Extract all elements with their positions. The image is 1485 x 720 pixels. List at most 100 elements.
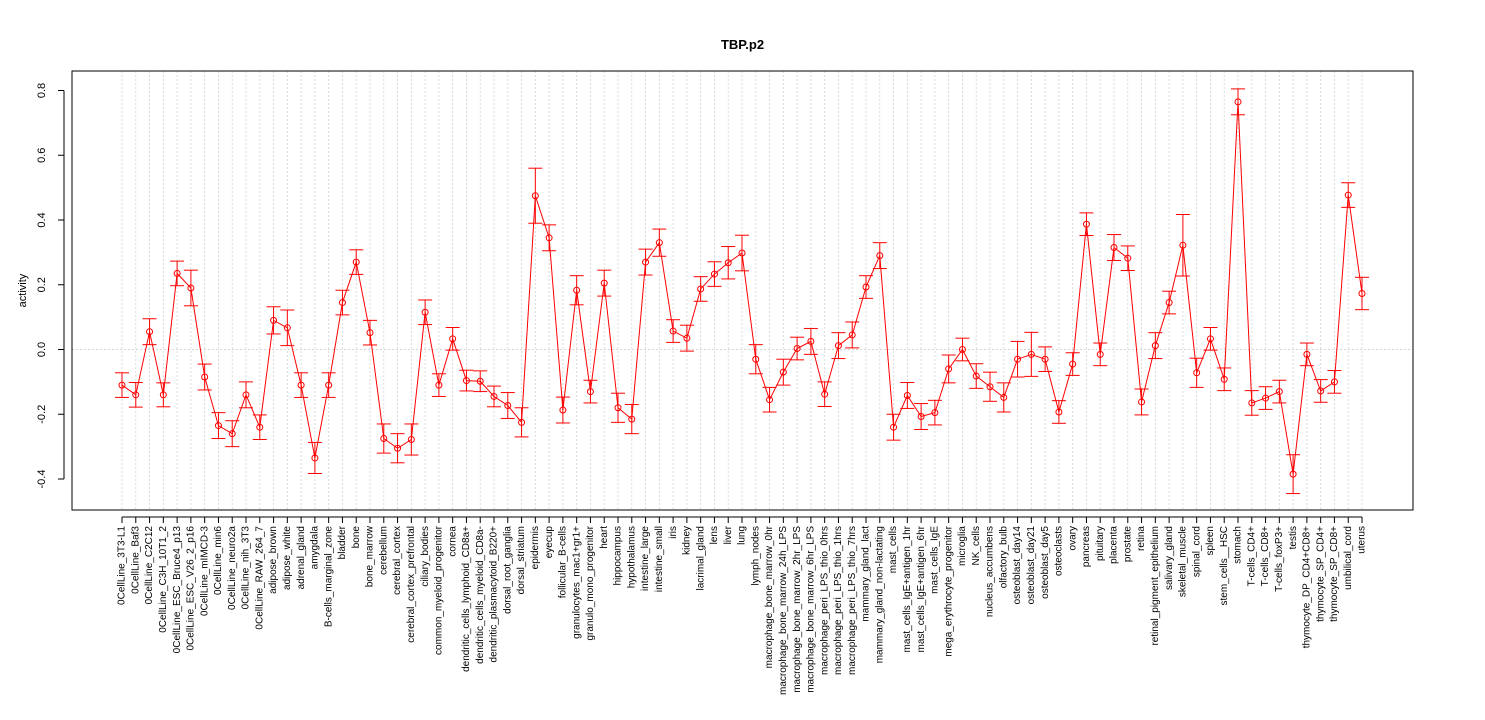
x-tick-label: 0CellLine_C2C12: [144, 526, 155, 605]
x-tick-label: 0CellLine_mIMCD-3: [199, 526, 210, 616]
x-tick-label: cornea: [447, 526, 458, 557]
data-point: [407, 436, 415, 444]
data-point: [214, 422, 222, 430]
data-point: [490, 392, 498, 400]
data-point: [118, 381, 126, 389]
data-point: [325, 381, 333, 389]
x-tick-label: dendritic_cells_myeloid_CD8a-: [475, 526, 486, 664]
x-tick-label: mast_cells_IgE: [930, 526, 941, 594]
data-point: [655, 239, 663, 247]
data-point: [435, 381, 443, 389]
data-point: [270, 316, 278, 324]
plot-frame: [71, 70, 1414, 511]
data-point: [352, 258, 360, 266]
data-point: [917, 413, 925, 421]
x-tick-label: mast_cells_IgE+antigen_6hr: [916, 525, 927, 652]
data-point: [710, 270, 718, 278]
data-point: [738, 249, 746, 257]
x-tick-label: macrophage_bone_marrow_0hr: [764, 525, 775, 668]
data-point: [862, 283, 870, 291]
x-tick-label: uterus: [1357, 526, 1368, 554]
x-tick-label: bone_marrow: [365, 525, 376, 587]
x-tick-label: adrenal_gland: [296, 526, 307, 589]
data-point: [986, 383, 994, 391]
data-point: [201, 373, 209, 381]
data-point: [1262, 394, 1270, 402]
x-tick-label: dorsal_root_ganglia: [502, 526, 513, 614]
chart-title: TBP.p2: [721, 37, 764, 52]
series-line: [121, 101, 1363, 475]
x-tick-label: prostate: [1122, 526, 1133, 563]
x-tick-label: microglia: [957, 526, 968, 566]
x-tick-label: skeletal_muscle: [1178, 526, 1189, 598]
data-point: [283, 324, 291, 332]
data-point: [1317, 387, 1325, 395]
data-point: [311, 454, 319, 462]
x-tick-label: cerebral_cortex: [392, 526, 403, 595]
data-point: [173, 269, 181, 277]
y-tick-label: 0.6: [36, 148, 48, 163]
x-tick-label: intestine_small: [654, 526, 665, 592]
data-point: [242, 391, 250, 399]
data-point: [958, 346, 966, 353]
x-tick-label: mammary_gland_non-lactating: [874, 526, 885, 663]
x-tick-label: nucleus_accumbens: [985, 526, 996, 617]
x-tick-label: osteoclasts: [1054, 526, 1065, 576]
x-tick-label: adipose_brown: [268, 526, 279, 594]
data-point: [876, 252, 884, 260]
data-point: [146, 328, 154, 336]
data-point: [1124, 254, 1132, 262]
data-point: [821, 390, 829, 398]
x-tick-label: iris: [668, 526, 679, 539]
data-point: [421, 308, 429, 316]
data-point: [1344, 191, 1352, 199]
data-point: [1220, 375, 1228, 383]
data-point: [1193, 369, 1201, 377]
x-tick-label: 0CellLine_C3H_10T1_2: [158, 526, 169, 633]
data-point: [807, 337, 815, 345]
data-point: [1069, 360, 1077, 368]
y-tick-label: 0.2: [36, 277, 48, 292]
x-tick-label: retina: [1136, 526, 1147, 551]
error-bar: [1355, 276, 1369, 311]
x-tick-label: retinal_pigment_epithelium: [1150, 526, 1161, 646]
data-point: [1330, 378, 1338, 386]
x-tick-label: T-cells_CD4+: [1246, 526, 1257, 586]
data-point: [380, 435, 388, 443]
x-tick-label: mast_cells: [888, 526, 899, 573]
x-tick-label: ovary: [1067, 526, 1078, 550]
x-tick-label: salivary_gland: [1164, 526, 1175, 590]
data-point: [476, 377, 484, 385]
x-tick-label: T-cells_CD8+: [1260, 526, 1271, 586]
x-tick-label: 0CellLine_ESC_V26_2_p16: [186, 526, 197, 651]
data-point: [1358, 289, 1366, 297]
x-tick-label: macrophage_bone_marrow_2hr_LPS: [792, 526, 803, 693]
x-tick-label: adipose_white: [282, 526, 293, 590]
data-point: [614, 404, 622, 412]
x-tick-label: dorsal_striatum: [516, 526, 527, 594]
data-point: [1289, 470, 1297, 478]
x-tick-label: thymocyte_SP_CD8+: [1329, 526, 1340, 622]
data-point: [1027, 350, 1035, 358]
data-point: [1000, 393, 1008, 401]
data-point: [586, 388, 594, 396]
x-tick-label: T-cells_foxP3+: [1274, 526, 1285, 592]
data-point: [1165, 299, 1173, 307]
data-points: [118, 98, 1366, 478]
x-tick-label: 0CellLine_ESC_Bruce4_p13: [172, 526, 183, 654]
x-tick-label: thymocyte_SP_CD4+: [1315, 526, 1326, 622]
x-tick-label: testis: [1288, 526, 1299, 549]
x-tick-label: pancreas: [1081, 526, 1092, 567]
data-point: [449, 335, 457, 343]
data-point: [1014, 355, 1022, 363]
data-point: [697, 285, 705, 293]
data-point: [132, 391, 140, 399]
x-tick-label: spinal_cord: [1191, 526, 1202, 577]
data-point: [752, 355, 760, 363]
x-tick-label: cerebral_cortex_prefrontal: [406, 526, 417, 643]
data-point: [545, 234, 553, 242]
data-point: [1206, 335, 1214, 343]
data-point: [159, 391, 167, 399]
x-tick-label: amygdala: [310, 526, 321, 570]
